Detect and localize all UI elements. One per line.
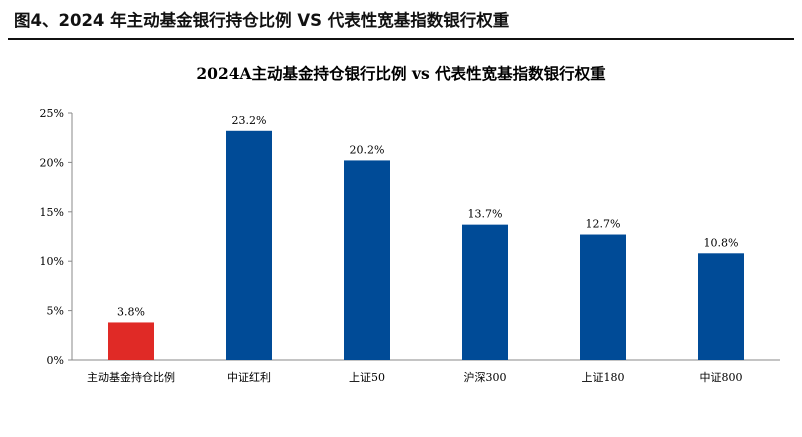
y-tick-label: 25% <box>40 107 64 120</box>
bar <box>580 234 626 360</box>
bar-chart: 2024A主动基金持仓银行比例 vs 代表性宽基指数银行权重 0% 5% 10% 15… <box>8 48 794 432</box>
data-label: 20.2% <box>350 143 385 156</box>
x-tick-label: 上证50 <box>349 371 385 384</box>
y-tick-label: 15% <box>40 206 64 219</box>
data-label: 10.8% <box>704 236 739 249</box>
data-label: 13.7% <box>468 208 503 221</box>
y-tick-label: 20% <box>40 156 64 169</box>
x-tick-label: 上证180 <box>582 371 625 384</box>
y-tick-label: 5% <box>47 305 64 318</box>
bar <box>344 160 390 360</box>
y-tick-label: 0% <box>47 354 64 367</box>
x-tick-label: 主动基金持仓比例 <box>87 370 175 384</box>
data-label: 23.2% <box>232 114 267 127</box>
bar <box>108 322 154 360</box>
data-label: 12.7% <box>586 218 621 231</box>
figure-heading: 图4、2024 年主动基金银行持仓比例 VS 代表性宽基指数银行权重 <box>8 6 794 40</box>
x-tick-label: 沪深300 <box>464 370 507 384</box>
chart-title: 2024A主动基金持仓银行比例 vs 代表性宽基指数银行权重 <box>196 64 606 83</box>
x-tick-label: 中证800 <box>700 371 743 384</box>
bar <box>698 253 744 360</box>
data-label: 3.8% <box>117 305 145 318</box>
chart-plot: 0% 5% 10% 15% 20% 25% 3.8% 主动基金持仓比例 23.2% 中证红利 20.… <box>40 107 780 384</box>
bar <box>462 224 508 360</box>
x-tick-label: 中证红利 <box>227 371 271 384</box>
y-tick-label: 10% <box>40 255 64 268</box>
bar <box>226 130 272 360</box>
